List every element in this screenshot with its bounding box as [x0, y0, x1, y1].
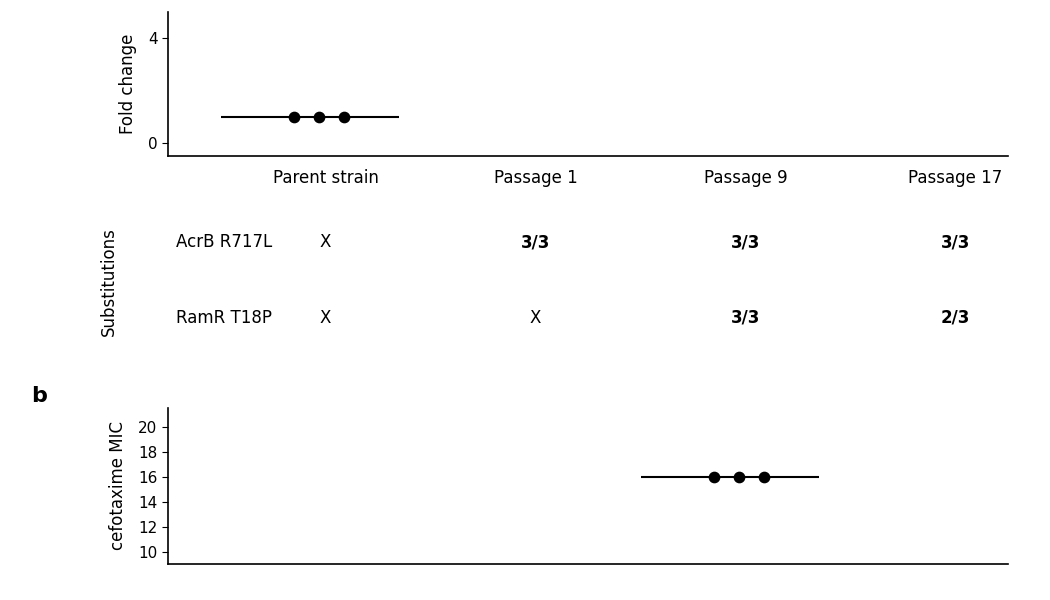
Text: AcrB R717L: AcrB R717L [176, 233, 273, 251]
Text: Substitutions: Substitutions [100, 227, 119, 337]
Text: 3/3: 3/3 [731, 233, 760, 251]
Point [286, 112, 302, 122]
Point [311, 112, 328, 122]
Text: X: X [320, 309, 331, 327]
Text: X: X [530, 309, 541, 327]
Point [756, 472, 773, 481]
Point [336, 112, 353, 122]
Point [731, 472, 748, 481]
Text: RamR T18P: RamR T18P [176, 309, 272, 327]
Text: 2/3: 2/3 [941, 309, 970, 327]
Y-axis label: Fold change: Fold change [119, 34, 136, 134]
Text: 3/3: 3/3 [731, 309, 760, 327]
Text: 3/3: 3/3 [941, 233, 970, 251]
Y-axis label: cefotaxime MIC: cefotaxime MIC [109, 421, 127, 551]
Text: 3/3: 3/3 [521, 233, 550, 251]
Text: X: X [320, 233, 331, 251]
Point [706, 472, 722, 481]
Text: b: b [32, 386, 47, 406]
